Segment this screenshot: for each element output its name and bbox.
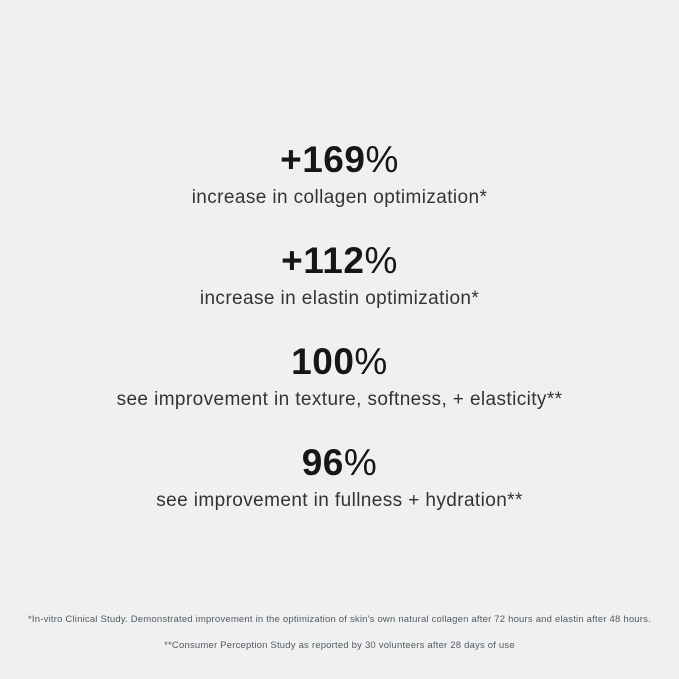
stat-label: increase in collagen optimization* xyxy=(191,187,488,208)
stat-number: +169 xyxy=(280,139,366,180)
stat-value: 100% xyxy=(0,341,679,383)
stat-label: increase in elastin optimization* xyxy=(199,288,480,309)
stat-number: +112 xyxy=(281,240,365,281)
percent-sign: % xyxy=(354,341,388,382)
stats-list: +169% increase in collagen optimization*… xyxy=(0,139,679,543)
stat-label: see improvement in fullness + hydration*… xyxy=(156,490,523,511)
stat-label: see improvement in texture, softness, + … xyxy=(116,389,563,410)
stat-value: 96% xyxy=(0,442,679,484)
stat-number: 100 xyxy=(291,341,355,382)
percent-sign: % xyxy=(365,139,399,180)
stat-number: 96 xyxy=(301,442,344,483)
stat-value: +112% xyxy=(0,240,679,282)
percent-sign: % xyxy=(343,442,378,483)
stat-block-collagen: +169% increase in collagen optimization* xyxy=(0,139,679,210)
footnote-clinical-study: *In-vitro Clinical Study. Demonstrated i… xyxy=(28,614,651,625)
footnotes: *In-vitro Clinical Study. Demonstrated i… xyxy=(0,614,679,651)
stat-block-elastin: +112% increase in elastin optimization* xyxy=(0,240,679,311)
stat-block-texture: 100% see improvement in texture, softnes… xyxy=(0,341,679,412)
percent-sign: % xyxy=(364,240,398,281)
stat-block-fullness: 96% see improvement in fullness + hydrat… xyxy=(0,442,679,513)
stat-value: +169% xyxy=(0,139,679,181)
footnote-consumer-study: **Consumer Perception Study as reported … xyxy=(164,640,515,651)
